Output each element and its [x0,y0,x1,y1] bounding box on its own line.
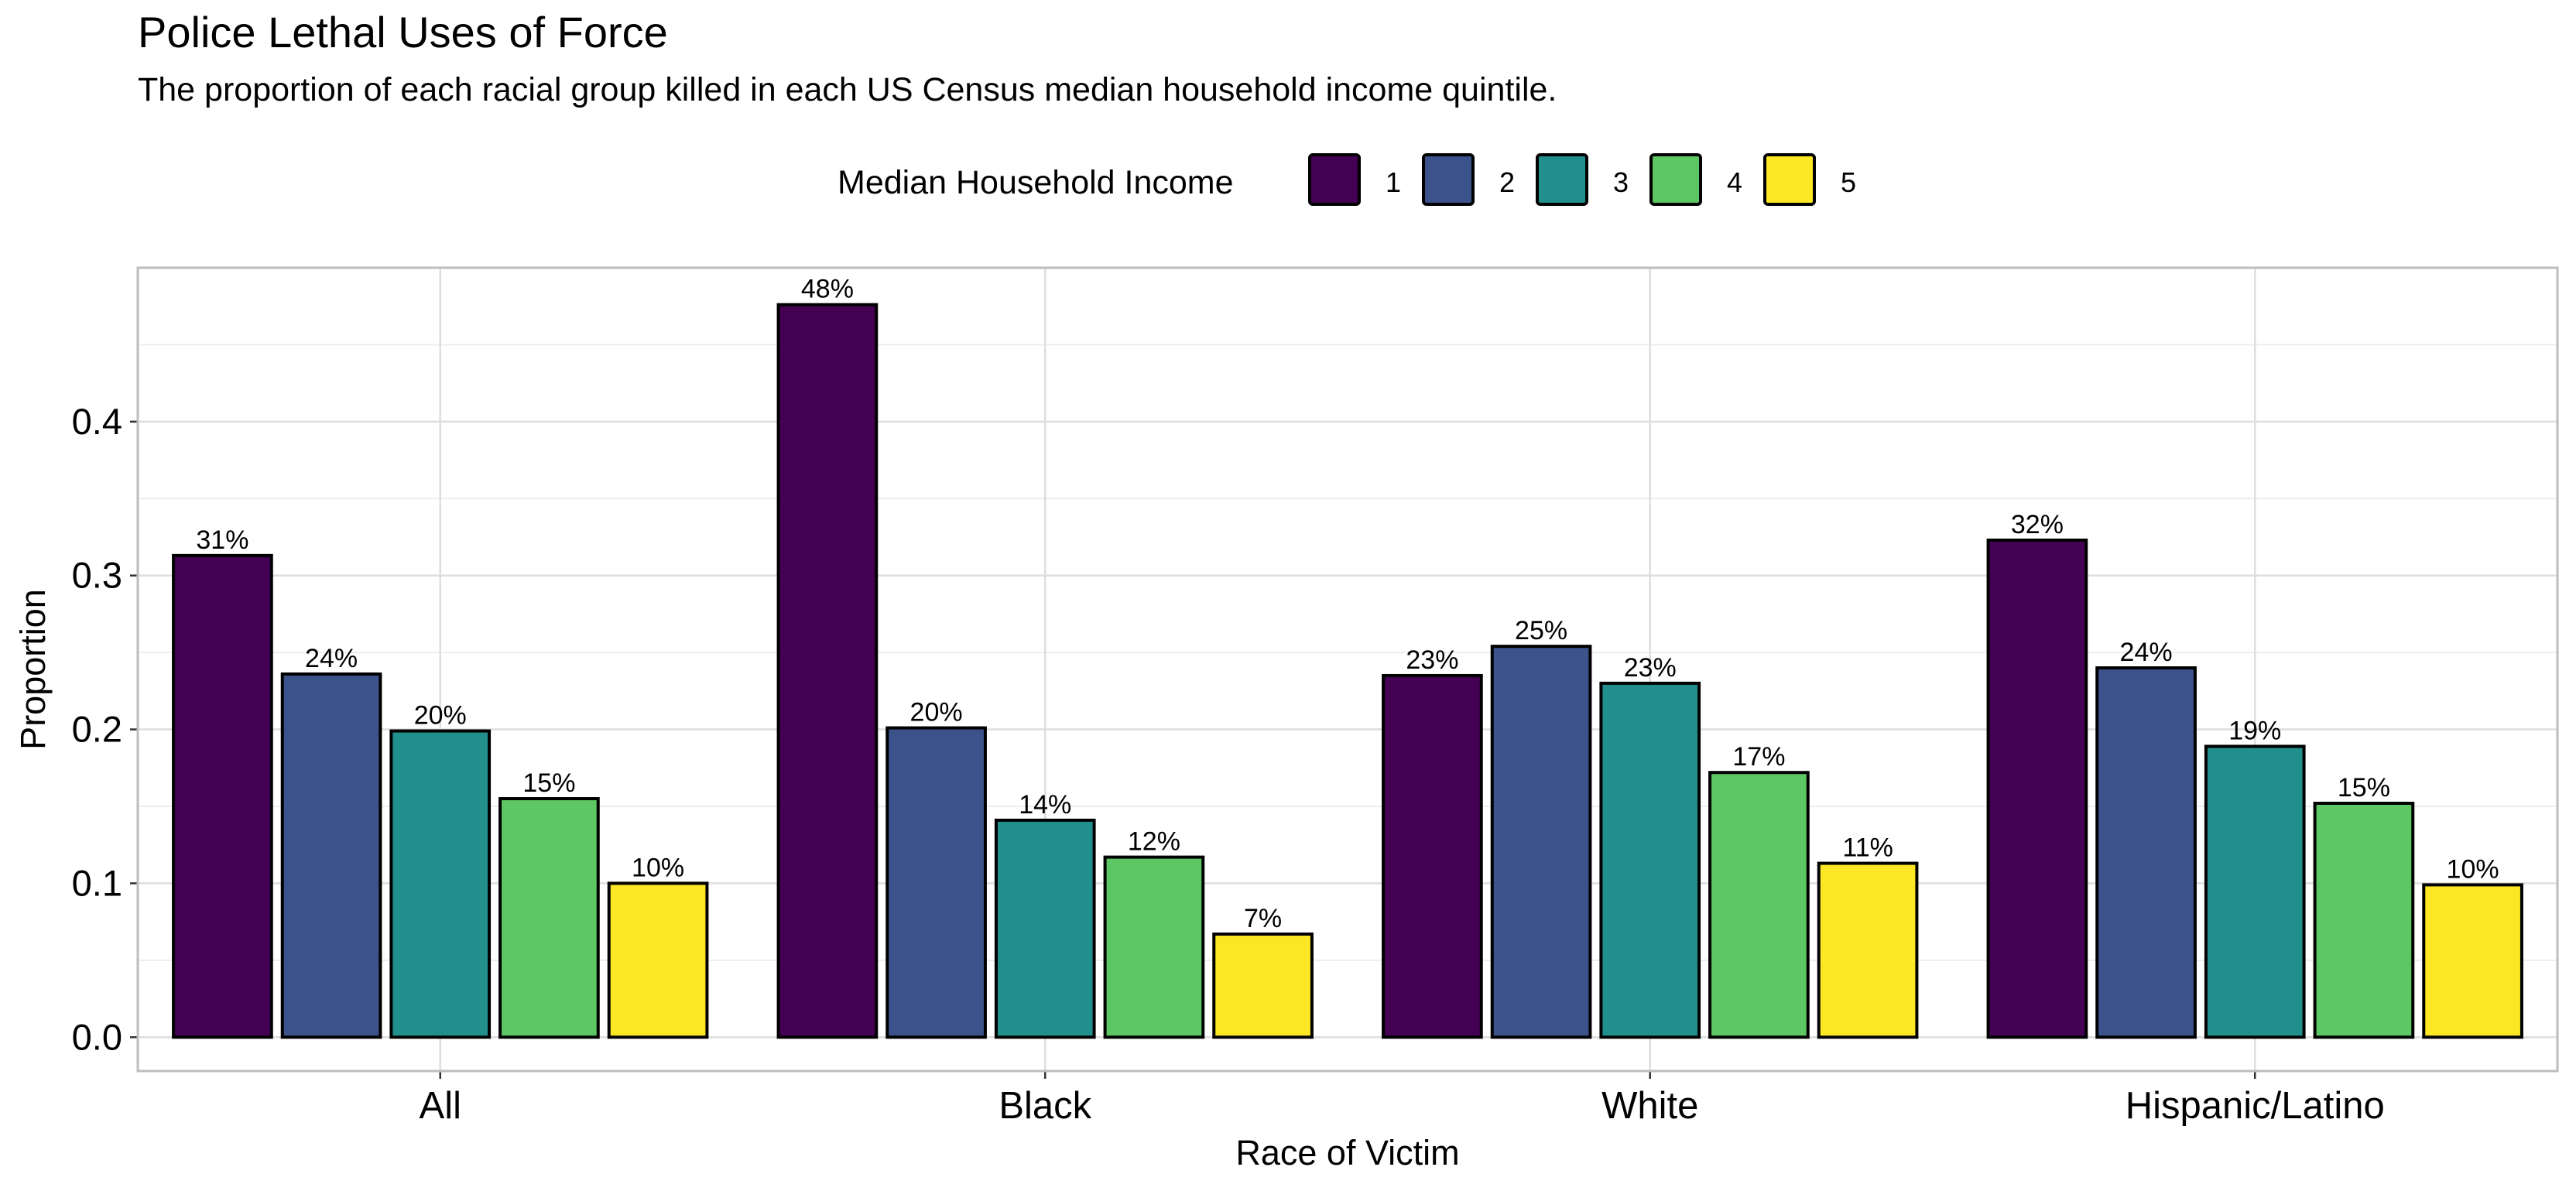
bar [776,303,879,1039]
x-tick-label: Hispanic/Latino [2126,1085,2385,1127]
chart-subtitle: The proportion of each racial group kill… [138,71,1557,108]
legend-key-1 [1308,153,1361,206]
bar [607,881,709,1039]
legend-key-5 [1763,153,1816,206]
bar [172,553,273,1039]
y-tick-label: 0.3 [72,555,122,596]
legend-title: Median Household Income [838,164,1234,201]
bar [498,797,600,1039]
bar-value-label: 24% [305,644,358,673]
bar [2204,744,2306,1039]
bar-value-label: 7% [1244,904,1282,933]
y-tick-label: 0.0 [72,1016,122,1057]
bar [1708,771,1810,1039]
x-axis-title: Race of Victim [1235,1133,1459,1172]
bar [1599,681,1701,1039]
bar-value-label: 32% [2011,510,2064,539]
x-tick-label: All [420,1085,461,1127]
y-axis-title: Proportion [13,589,53,750]
x-tick-label: White [1601,1085,1698,1127]
bar-value-label: 23% [1406,645,1458,675]
legend-label-1: 1 [1386,166,1402,198]
bar-value-label: 10% [2447,854,2499,884]
bar-value-label: 25% [1515,616,1567,645]
legend-label-2: 2 [1499,166,1516,198]
bar [1382,673,1483,1039]
legend: Median Household Income 1 2 3 4 5 [0,149,2576,218]
bar [994,818,1096,1039]
bar [1212,933,1314,1039]
bar-value-label: 24% [2120,638,2173,667]
y-tick-label: 0.1 [72,862,122,903]
legend-key-3 [1536,153,1588,206]
bar [2095,666,2197,1039]
bar-value-label: 20% [910,698,963,727]
legend-label-3: 3 [1613,166,1629,198]
y-tick-label: 0.4 [72,401,122,442]
bar-value-label: 31% [196,525,248,555]
x-tick-label: Black [999,1085,1091,1127]
bar-value-label: 14% [1019,790,1071,820]
plot-panel-border [136,266,2559,1073]
bar [2313,802,2415,1039]
bar-value-label: 48% [801,275,854,304]
bar-value-label: 15% [522,768,575,798]
bar-value-label: 17% [1732,742,1785,772]
bar [1103,855,1205,1039]
chart-title: Police Lethal Uses of Force [138,8,668,56]
bar-value-label: 15% [2338,773,2390,803]
bar-value-label: 19% [2228,716,2281,745]
bar-value-label: 20% [414,701,467,731]
bar [886,726,987,1039]
bar-value-label: 23% [1624,653,1677,683]
bar [1817,861,1919,1039]
bar [2422,883,2523,1039]
y-tick-label: 0.2 [72,709,122,750]
bar-value-label: 11% [1842,833,1893,863]
bar [280,672,382,1039]
bar [1490,645,1592,1039]
legend-label-5: 5 [1841,166,1857,198]
legend-key-2 [1422,153,1475,206]
legend-label-4: 4 [1727,166,1743,198]
bar [1986,538,2088,1039]
bar [389,729,492,1039]
bar-value-label: 12% [1128,827,1180,857]
bar-value-label: 10% [632,853,684,882]
legend-key-4 [1649,153,1702,206]
